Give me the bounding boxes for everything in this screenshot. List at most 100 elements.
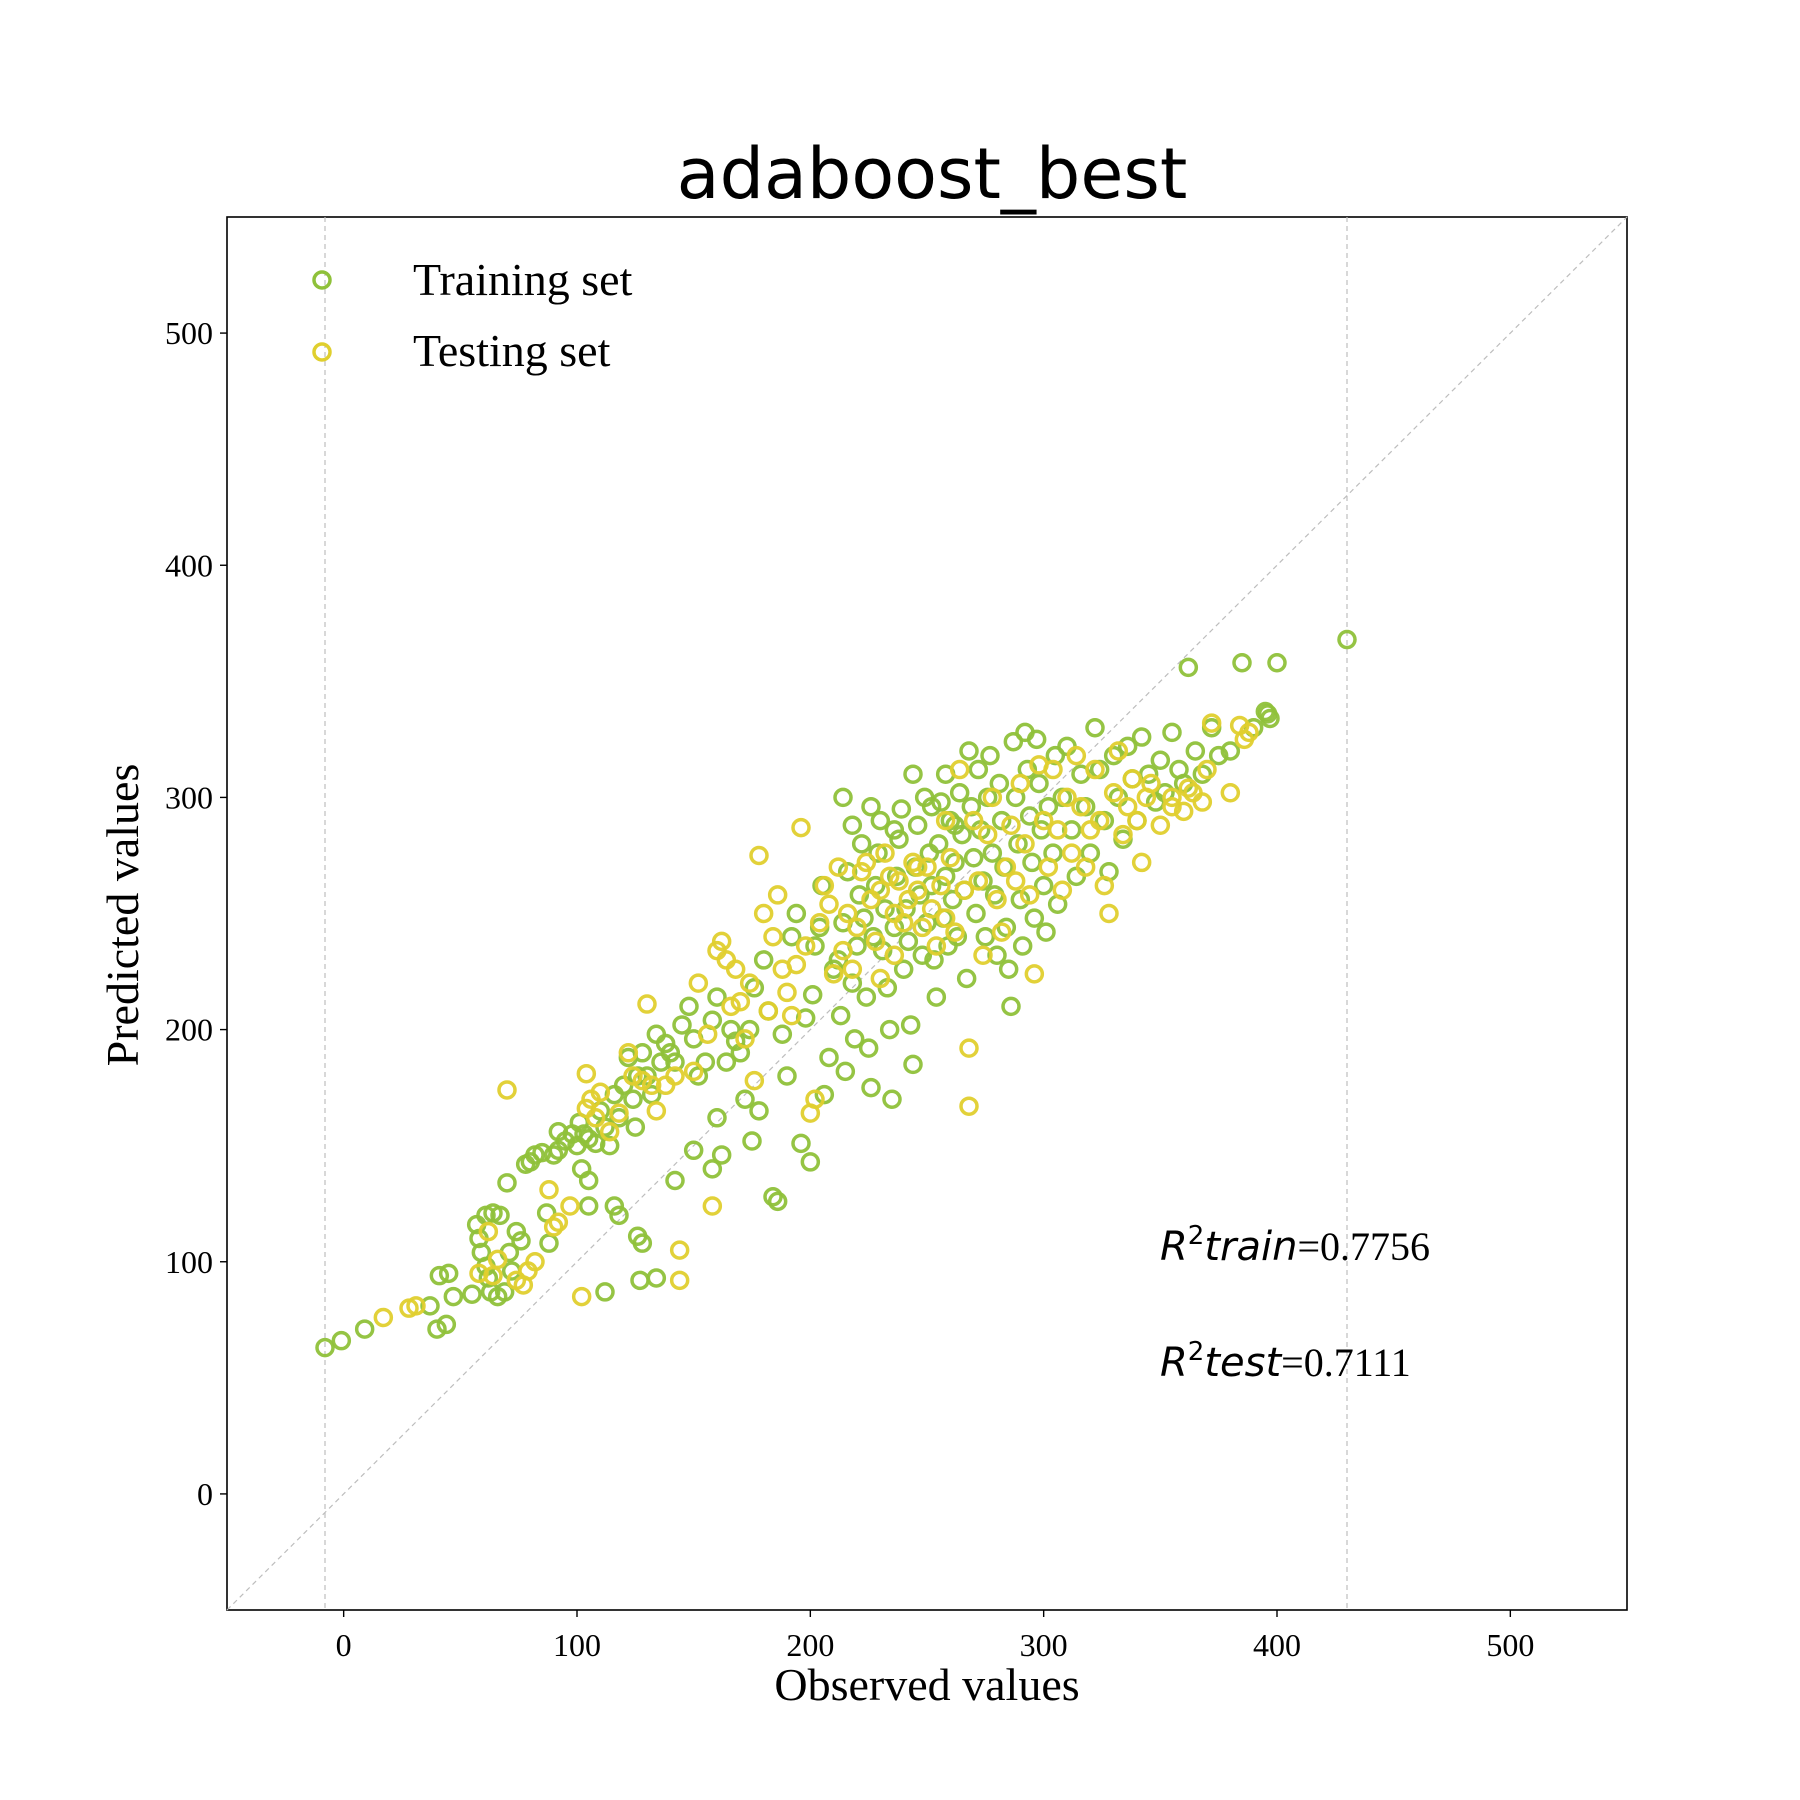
scatter-point bbox=[721, 1019, 741, 1040]
scatter-point bbox=[1141, 773, 1161, 794]
scatter-point bbox=[478, 1221, 499, 1242]
scatter-point bbox=[571, 1159, 592, 1179]
scatter-point bbox=[767, 1191, 788, 1212]
scatter-point bbox=[1197, 759, 1217, 780]
scatter-point bbox=[1131, 727, 1152, 747]
scatter-point bbox=[672, 1015, 692, 1035]
scatter-point bbox=[1001, 815, 1021, 836]
scatter-point bbox=[1005, 871, 1026, 891]
r2-train-annotation: R2train=0.7756 bbox=[1160, 1221, 1430, 1270]
scatter-point bbox=[949, 783, 970, 803]
scatter-point bbox=[1117, 736, 1138, 757]
scatter-point bbox=[497, 1173, 517, 1193]
scatter-point bbox=[1220, 783, 1241, 803]
scatter-point bbox=[429, 1265, 450, 1286]
scatter-point bbox=[665, 1066, 685, 1086]
scatter-point bbox=[935, 810, 956, 831]
scatter-point bbox=[987, 889, 1007, 910]
scatter-point bbox=[735, 1089, 755, 1109]
scatter-point bbox=[1057, 787, 1077, 808]
scatter-point bbox=[786, 954, 807, 975]
scatter-point bbox=[1033, 875, 1054, 896]
scatter-point bbox=[819, 894, 839, 914]
scatter-point bbox=[716, 1052, 737, 1072]
scatter-point bbox=[830, 1005, 851, 1026]
scatter-point bbox=[744, 1070, 765, 1091]
x-tick-label: 200 bbox=[786, 1627, 834, 1663]
scatter-point bbox=[543, 1217, 564, 1237]
scatter-point bbox=[921, 796, 942, 817]
y-tick-label: 500 bbox=[165, 315, 213, 351]
scatter-point bbox=[637, 1066, 657, 1086]
scatter-point bbox=[903, 764, 923, 784]
scatter-point bbox=[942, 889, 963, 910]
scatter-point bbox=[625, 1117, 646, 1137]
scatter-point bbox=[998, 959, 1019, 979]
scatter-point bbox=[525, 1252, 545, 1272]
scatter-point bbox=[730, 991, 751, 1012]
scatter-point bbox=[767, 885, 788, 905]
scatter-point bbox=[879, 1019, 900, 1040]
scatter-point bbox=[884, 945, 905, 966]
r2-test-annotation: R2test=0.7111 bbox=[1160, 1337, 1411, 1386]
legend-label-training: Training set bbox=[413, 254, 633, 305]
scatter-point bbox=[1220, 741, 1241, 761]
scatter-point bbox=[987, 945, 1007, 966]
scatter-point bbox=[1057, 736, 1077, 757]
scatter-point bbox=[497, 1080, 517, 1100]
scatter-point bbox=[781, 926, 802, 947]
y-axis-ticks: 0 100 200 300 400 500 bbox=[165, 315, 227, 1512]
scatter-point bbox=[585, 1108, 606, 1128]
scatter-point bbox=[907, 880, 928, 901]
scatter-point bbox=[856, 987, 877, 1007]
scatter-point bbox=[462, 1284, 482, 1305]
scatter-point bbox=[742, 1131, 762, 1151]
scatter-point bbox=[991, 922, 1012, 942]
scatter-point bbox=[996, 857, 1017, 877]
scatter-point bbox=[891, 799, 912, 819]
scatter-point bbox=[735, 1029, 755, 1049]
scatter-point bbox=[791, 817, 811, 838]
legend-marker-testing bbox=[312, 342, 332, 362]
legend-label-testing: Testing set bbox=[413, 325, 611, 376]
scatter-point bbox=[814, 875, 835, 896]
scatter-point bbox=[420, 1296, 440, 1316]
scatter-point bbox=[646, 1101, 667, 1121]
scatter-point bbox=[889, 829, 909, 849]
scatter-point bbox=[763, 926, 783, 947]
scatter-point bbox=[835, 1061, 856, 1082]
scatter-point bbox=[539, 1233, 559, 1253]
scatter-point bbox=[695, 1052, 716, 1072]
scatter-point bbox=[879, 866, 900, 887]
scatter-point bbox=[956, 968, 977, 989]
scatter-point bbox=[669, 1240, 690, 1260]
scatter-point bbox=[963, 810, 984, 831]
scatter-point bbox=[543, 1145, 564, 1165]
scatter-point bbox=[1024, 964, 1045, 984]
scatter-point bbox=[506, 1221, 527, 1242]
scatter-point bbox=[1162, 796, 1182, 817]
y-axis-label: Predicted values bbox=[97, 764, 148, 1067]
scatter-point bbox=[1185, 741, 1206, 761]
reference-lines bbox=[226, 216, 1628, 1611]
r2-test-label: test bbox=[1204, 1340, 1282, 1386]
x-tick-label: 500 bbox=[1486, 1627, 1534, 1663]
scatter-point bbox=[1192, 764, 1213, 784]
scatter-point bbox=[926, 936, 947, 956]
scatter-point bbox=[1173, 801, 1194, 822]
scatter-point bbox=[721, 996, 741, 1017]
scatter-point bbox=[945, 922, 965, 942]
scatter-point bbox=[697, 1024, 718, 1044]
scatter-point bbox=[1066, 866, 1087, 887]
y-tick-label: 300 bbox=[165, 779, 213, 815]
scatter-point bbox=[1122, 769, 1143, 789]
scatter-point bbox=[893, 913, 914, 933]
scatter-point bbox=[436, 1314, 457, 1335]
scatter-point bbox=[716, 950, 737, 970]
scatter-point bbox=[1150, 750, 1171, 771]
scatter-point bbox=[749, 845, 769, 866]
scatter-point bbox=[917, 857, 937, 877]
scatter-point bbox=[406, 1296, 426, 1316]
scatter-point bbox=[641, 1075, 662, 1096]
scatter-point bbox=[665, 1170, 685, 1191]
